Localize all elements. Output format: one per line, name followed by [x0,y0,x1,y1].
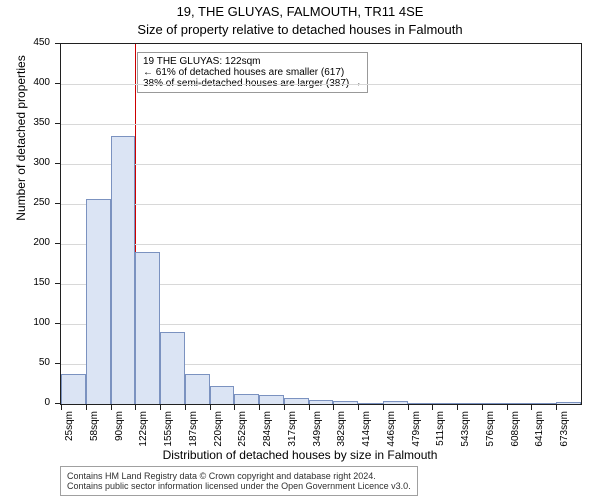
y-tick-label: 100 [0,318,50,328]
x-tick-label: 122sqm [139,411,149,461]
x-tick-mark [111,405,112,410]
x-tick-label: 543sqm [461,411,471,461]
x-tick-label: 446sqm [387,411,397,461]
x-tick-mark [210,405,211,410]
y-tick-label: 200 [0,238,50,248]
grid-line [61,204,581,205]
footer-line-1: Contains HM Land Registry data © Crown c… [67,471,411,481]
histogram-bar [234,394,259,404]
y-tick-mark [55,163,60,164]
histogram-bar [358,403,383,404]
x-tick-mark [531,405,532,410]
x-tick-label: 252sqm [238,411,248,461]
histogram-bar [111,136,136,404]
y-tick-mark [55,283,60,284]
histogram-bar [185,374,210,404]
histogram-bar [408,403,433,404]
y-tick-mark [55,323,60,324]
x-tick-label: 479sqm [412,411,422,461]
x-tick-label: 382sqm [337,411,347,461]
y-tick-mark [55,83,60,84]
x-tick-mark [432,405,433,410]
x-tick-label: 155sqm [164,411,174,461]
x-tick-mark [482,405,483,410]
x-tick-label: 673sqm [560,411,570,461]
x-tick-label: 317sqm [288,411,298,461]
x-tick-label: 414sqm [362,411,372,461]
x-tick-mark [61,405,62,410]
histogram-bar [61,374,86,404]
x-tick-mark [160,405,161,410]
chart-container: 19, THE GLUYAS, FALMOUTH, TR11 4SE Size … [0,0,600,500]
x-tick-label: 25sqm [65,411,75,461]
histogram-bar [432,403,457,404]
histogram-bar [457,403,482,404]
attribution-footer: Contains HM Land Registry data © Crown c… [60,466,418,496]
annotation-box: 19 THE GLUYAS: 122sqm ← 61% of detached … [137,52,368,93]
y-tick-mark [55,403,60,404]
annotation-line-2: ← 61% of detached houses are smaller (61… [143,67,362,78]
annotation-line-1: 19 THE GLUYAS: 122sqm [143,56,362,67]
x-tick-mark [135,405,136,410]
y-tick-label: 400 [0,78,50,88]
plot-area: 19 THE GLUYAS: 122sqm ← 61% of detached … [60,43,582,405]
y-tick-label: 300 [0,158,50,168]
y-tick-mark [55,243,60,244]
y-tick-mark [55,203,60,204]
grid-line [61,244,581,245]
x-tick-label: 284sqm [263,411,273,461]
histogram-bar [135,252,160,404]
x-tick-label: 641sqm [535,411,545,461]
x-tick-mark [507,405,508,410]
histogram-bar [383,401,408,404]
y-tick-mark [55,43,60,44]
grid-line [61,164,581,165]
x-tick-mark [86,405,87,410]
x-tick-mark [234,405,235,410]
x-tick-label: 220sqm [214,411,224,461]
histogram-bar [333,401,358,404]
histogram-bar [556,402,581,404]
x-tick-label: 90sqm [115,411,125,461]
histogram-bar [259,395,284,404]
footer-line-2: Contains public sector information licen… [67,481,411,491]
histogram-bar [86,199,111,404]
histogram-bar [284,398,309,404]
y-tick-mark [55,363,60,364]
x-tick-mark [383,405,384,410]
histogram-bar [507,403,532,404]
y-tick-label: 150 [0,278,50,288]
y-tick-label: 50 [0,358,50,368]
x-tick-mark [556,405,557,410]
x-tick-mark [259,405,260,410]
y-tick-label: 450 [0,38,50,48]
x-tick-mark [185,405,186,410]
x-tick-mark [408,405,409,410]
x-tick-mark [333,405,334,410]
x-tick-label: 58sqm [90,411,100,461]
histogram-bar [482,403,507,404]
grid-line [61,124,581,125]
y-tick-label: 0 [0,398,50,408]
x-tick-label: 349sqm [313,411,323,461]
x-tick-mark [358,405,359,410]
histogram-bar [210,386,235,404]
x-tick-mark [309,405,310,410]
histogram-bar [531,403,556,404]
x-tick-label: 187sqm [189,411,199,461]
y-tick-mark [55,123,60,124]
x-tick-mark [457,405,458,410]
chart-subtitle: Size of property relative to detached ho… [0,22,600,37]
histogram-bar [160,332,185,404]
x-tick-mark [284,405,285,410]
histogram-bar [309,400,334,404]
y-tick-label: 350 [0,118,50,128]
chart-title: 19, THE GLUYAS, FALMOUTH, TR11 4SE [0,4,600,19]
x-tick-label: 608sqm [511,411,521,461]
y-tick-label: 250 [0,198,50,208]
x-tick-label: 576sqm [486,411,496,461]
x-tick-label: 511sqm [436,411,446,461]
grid-line [61,84,581,85]
